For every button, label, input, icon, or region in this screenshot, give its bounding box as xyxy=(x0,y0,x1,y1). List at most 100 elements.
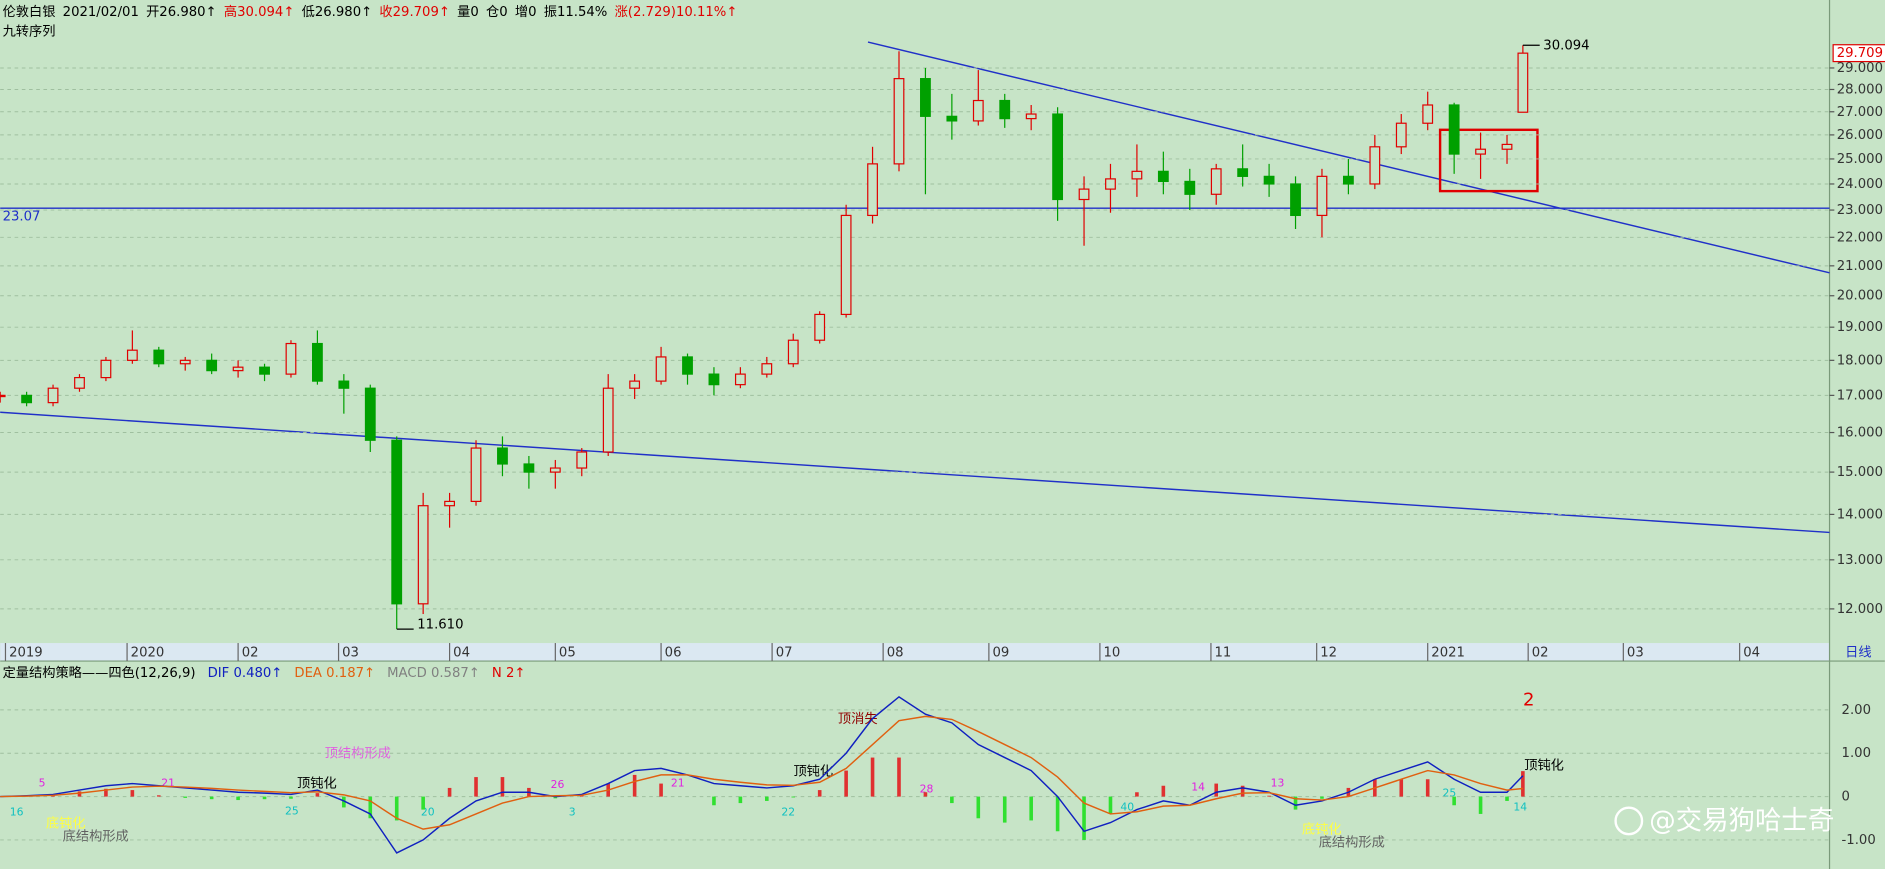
annotation: 顶钝化 xyxy=(297,776,337,792)
annotation: 顶钝化 xyxy=(1524,758,1564,774)
candle-body xyxy=(0,394,6,398)
candle-body xyxy=(1448,104,1460,155)
x-tick-label: 05 xyxy=(559,646,576,661)
count-label: 28 xyxy=(920,783,934,796)
y-tick-label: 16.000 xyxy=(1837,426,1883,441)
candle-body xyxy=(1237,168,1249,177)
y-tick-label: 24.000 xyxy=(1837,177,1883,192)
header-field: 量0 xyxy=(457,4,479,20)
count-label: 22 xyxy=(781,806,795,819)
candle-body xyxy=(682,356,693,375)
annotation: 顶消失 xyxy=(838,711,878,727)
macd-line xyxy=(0,715,1523,830)
x-tick-label: 06 xyxy=(665,646,682,661)
x-tick-label: 2021 xyxy=(1431,646,1465,661)
horizontal-line-label: 23.07 xyxy=(3,210,41,225)
candle-body xyxy=(1078,188,1090,201)
date: 2021/02/01 xyxy=(63,5,139,20)
candle-body xyxy=(497,447,508,465)
candle-body xyxy=(814,313,826,341)
legend-entry: N 2↑ xyxy=(492,666,526,681)
x-tick-label: 2019 xyxy=(9,646,43,661)
x-tick-label: 08 xyxy=(887,646,904,661)
candle-body xyxy=(1517,52,1529,113)
count-label: 21 xyxy=(671,777,685,790)
candle-body xyxy=(1210,168,1222,195)
candle-body xyxy=(1025,113,1037,120)
last-price-label: 29.709 xyxy=(1837,46,1883,61)
x-tick-label: 10 xyxy=(1104,646,1121,661)
y-tick-label: 23.000 xyxy=(1837,203,1883,218)
count-label: 25 xyxy=(285,804,299,817)
x-tick-label: 04 xyxy=(453,646,470,661)
candle-body xyxy=(206,359,218,372)
annotation: 底结构形成 xyxy=(1319,835,1385,851)
y-tick-label: 14.000 xyxy=(1837,507,1883,522)
candle-body xyxy=(787,339,799,365)
legend-entry: DEA 0.187↑ xyxy=(294,666,375,681)
x-tick-label: 2020 xyxy=(131,646,165,661)
candle-body xyxy=(708,373,720,386)
candle-body xyxy=(867,163,878,217)
candle-body xyxy=(153,349,165,365)
symbol-name: 伦敦白银 xyxy=(3,4,56,20)
x-tick-label: 03 xyxy=(1627,646,1644,661)
candle-body xyxy=(999,99,1011,120)
candle-body xyxy=(1157,170,1169,183)
candle-body xyxy=(602,387,614,453)
candle-body xyxy=(972,99,984,122)
candle-body xyxy=(21,394,33,404)
legend-entry: MACD 0.587↑ xyxy=(387,666,480,681)
candle-body xyxy=(1316,175,1328,217)
candle-body xyxy=(312,342,323,382)
candle-body xyxy=(1131,170,1143,180)
y-tick-label: 28.000 xyxy=(1837,82,1883,97)
y-tick-label: 17.000 xyxy=(1837,388,1883,403)
count-label: 26 xyxy=(551,778,565,791)
candle-body xyxy=(1342,175,1354,185)
y-tick-label: 18.000 xyxy=(1837,353,1883,368)
candle-body xyxy=(893,78,905,165)
candle-body xyxy=(470,447,482,503)
count-label: 25 xyxy=(1443,786,1457,799)
candle-body xyxy=(179,359,191,365)
candle-body xyxy=(1395,122,1407,148)
candle-body xyxy=(364,387,376,441)
candle-body xyxy=(444,500,455,507)
candle-body xyxy=(840,214,852,316)
annotation: 顶结构形成 xyxy=(325,746,391,762)
annotation: 底钝化 xyxy=(1302,821,1342,837)
y-tick-label: 26.000 xyxy=(1837,128,1883,143)
count-label: 5 xyxy=(39,777,46,790)
candle-body xyxy=(74,377,85,389)
y-tick-label: 25.000 xyxy=(1837,152,1883,167)
candle-body xyxy=(259,366,270,375)
candle-body xyxy=(1475,148,1486,155)
candle-body xyxy=(285,342,297,375)
candle-body xyxy=(946,115,958,122)
candle-body xyxy=(549,467,561,473)
candle-body xyxy=(232,366,244,372)
header-field: 高30.094↑ xyxy=(224,3,295,20)
candle-body xyxy=(1052,113,1064,201)
header-field: 增0 xyxy=(515,4,537,20)
annotation: 底结构形成 xyxy=(63,829,129,845)
candle-body xyxy=(523,463,535,473)
watermark: @交易狗哈士奇 xyxy=(1649,806,1834,837)
candle-body xyxy=(1501,143,1513,150)
y-tick-label: 13.000 xyxy=(1837,553,1883,568)
y-tick-label: 21.000 xyxy=(1837,259,1883,274)
y-tick-label: 15.000 xyxy=(1837,465,1883,480)
count-label: 14 xyxy=(1191,780,1205,793)
trend-line xyxy=(867,41,1830,274)
count-label: 13 xyxy=(1271,777,1285,790)
y-tick-label: 0 xyxy=(1842,790,1850,805)
header-field: 低26.980↑ xyxy=(302,4,373,20)
candle-body xyxy=(1263,175,1275,185)
watermark-icon xyxy=(1614,806,1644,836)
x-tick-label: 11 xyxy=(1215,646,1232,661)
x-tick-label: 02 xyxy=(1532,646,1549,661)
y-tick-label: 27.000 xyxy=(1837,105,1883,120)
macd-line xyxy=(0,695,1524,854)
